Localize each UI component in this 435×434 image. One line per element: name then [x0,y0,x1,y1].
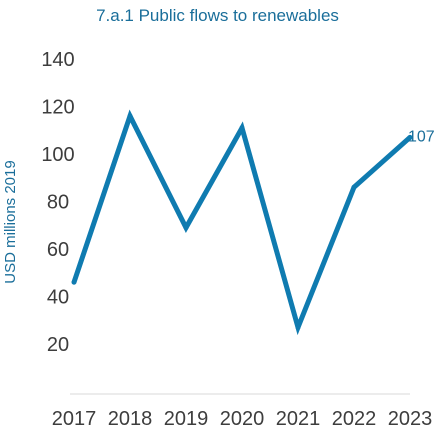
y-tick-label: 120 [41,97,74,119]
y-tick-label: 20 [47,334,69,356]
data-point [127,113,133,119]
data-point [239,125,245,131]
x-tick-label: 2023 [388,408,433,430]
x-tick-label: 2021 [276,408,321,430]
y-tick-label: 40 [47,287,69,309]
data-point [71,279,77,285]
data-point [407,134,413,140]
data-point [351,184,357,190]
data-point [183,225,189,231]
data-point [295,324,301,330]
x-tick-label: 2018 [108,408,153,430]
series-line [71,109,412,336]
y-tick-label: 60 [47,239,69,261]
y-tick-label: 140 [41,49,74,71]
y-tick-label: 80 [47,192,69,214]
x-tick-label: 2019 [164,408,209,430]
x-tick-label: 2020 [220,408,265,430]
x-tick-label: 2017 [52,408,97,430]
y-axis-label: USD millions 2019 [2,160,19,283]
x-tick-label: 2022 [332,408,377,430]
data-label: 107 [408,128,435,145]
chart-title: 7.a.1 Public flows to renewables [96,6,339,25]
y-tick-label: 100 [41,144,74,166]
